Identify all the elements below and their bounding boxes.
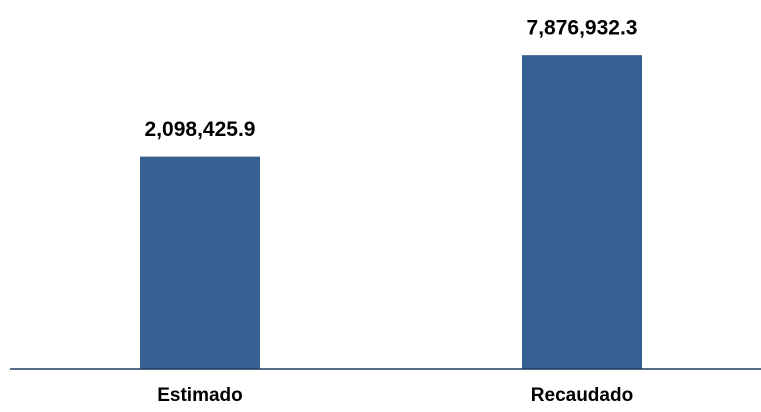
value-label: 2,098,425.9: [145, 118, 256, 141]
bar: [522, 55, 642, 369]
x-tick-label: Estimado: [157, 385, 243, 406]
bar: [140, 156, 260, 369]
value-label: 7,876,932.3: [527, 17, 638, 40]
x-tick-label: Recaudado: [531, 385, 633, 406]
